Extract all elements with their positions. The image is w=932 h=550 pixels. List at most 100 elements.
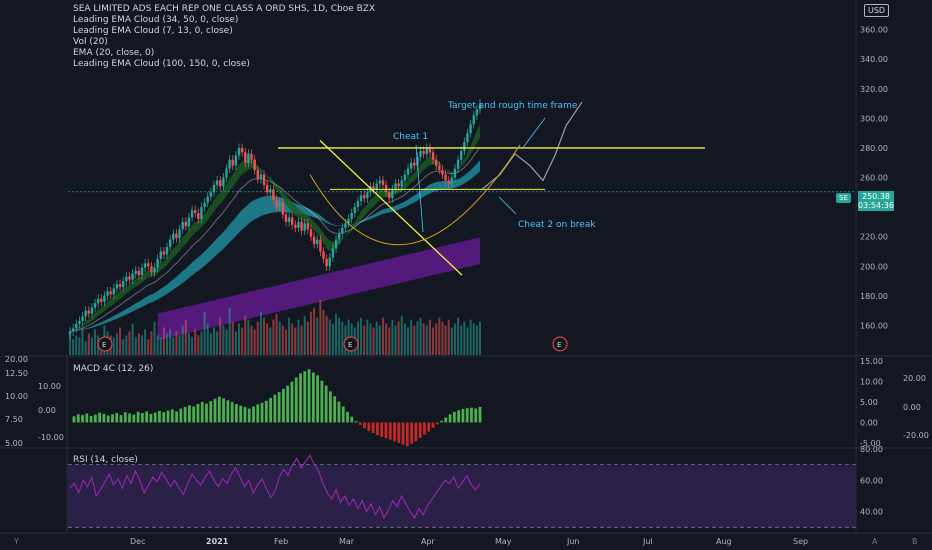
bottom-left-button[interactable]: Y (14, 537, 19, 546)
legend-indicator[interactable]: Leading EMA Cloud (34, 50, 0, close) (73, 15, 239, 25)
macd-histogram-bar (230, 402, 234, 423)
volume-bar (234, 331, 237, 355)
volume-bar (78, 337, 81, 355)
candle-body (400, 180, 403, 187)
volume-bar (216, 331, 219, 355)
candle-body (316, 239, 319, 245)
macd-axis-tick: 15.00 (860, 357, 883, 366)
macd-histogram-bar (405, 422, 409, 447)
candle-body (178, 229, 181, 239)
macd-histogram-bar (170, 409, 174, 423)
candle-body (253, 159, 256, 171)
price-axis-tick: 180.00 (860, 292, 888, 301)
volume-bar (444, 325, 447, 355)
volume-bar (72, 339, 75, 355)
volume-bar (391, 319, 394, 355)
volume-bar (169, 329, 172, 355)
macd-histogram-bar (440, 420, 443, 423)
macd-histogram-bar (303, 371, 307, 423)
volume-bar (194, 329, 197, 355)
auto-scale-button[interactable]: A (872, 537, 878, 546)
volume-bar (375, 321, 378, 355)
macd-histogram-bar (307, 369, 311, 423)
macd-histogram-bar (162, 412, 166, 423)
projected-path (481, 101, 583, 190)
candle-body (187, 217, 191, 227)
macd-histogram-bar (290, 381, 294, 423)
macd-histogram-bar (187, 405, 191, 423)
candle-body (128, 276, 131, 280)
volume-bar (238, 323, 241, 355)
volume-bar (400, 315, 403, 355)
candle-body (240, 147, 244, 153)
candle-body (75, 323, 78, 329)
volume-bar (316, 317, 319, 355)
candle-body (272, 189, 275, 200)
volume-bar (147, 339, 150, 355)
legend-indicator[interactable]: Vol (20) (73, 37, 108, 47)
volume-bar (244, 315, 247, 355)
volume-bar (360, 317, 363, 355)
candle-body (362, 195, 366, 199)
volume-bar (125, 335, 128, 355)
volume-bar (140, 335, 143, 355)
macd-histogram-bar (401, 422, 405, 445)
macd-inner-axis-tick: 10.00 (38, 382, 61, 391)
macd-histogram-bar (324, 385, 328, 423)
volume-bar (341, 321, 344, 355)
currency-badge[interactable]: USD (864, 4, 890, 17)
time-axis-tick: Apr (421, 537, 436, 546)
macd-histogram-bar (235, 404, 238, 423)
macd-histogram-bar (217, 396, 221, 423)
macd-left-axis-tick: 5.00 (5, 439, 23, 448)
candle-body (397, 183, 400, 187)
volume-bar (416, 321, 419, 355)
macd-histogram-bar (478, 406, 482, 423)
price-axis-tick: 360.00 (860, 26, 888, 35)
volume-bar (175, 331, 178, 355)
volume-bar (112, 337, 115, 355)
legend-indicator[interactable]: EMA (20, close, 0) (73, 48, 155, 58)
candle-body (247, 153, 250, 163)
candle-body (71, 328, 75, 332)
macd-pane-label[interactable]: MACD 4C (12, 26) (73, 364, 154, 374)
volume-bar (313, 307, 316, 355)
macd-histogram-bar (205, 403, 208, 423)
candle-body (159, 251, 162, 259)
candle-body (140, 267, 144, 276)
candle-body (341, 227, 344, 234)
time-axis-tick: 2021 (206, 537, 229, 546)
symbol-title[interactable]: SEA LIMITED ADS EACH REP ONE CLASS A ORD… (73, 4, 376, 14)
volume-bar (419, 317, 422, 355)
macd-histogram-bar (179, 408, 183, 423)
candle-body (87, 310, 90, 314)
volume-bar (397, 321, 400, 355)
bottom-right-button[interactable]: B (912, 537, 918, 546)
volume-bar (162, 327, 165, 355)
candle-body (222, 177, 225, 187)
candle-body (466, 133, 469, 142)
volume-bar (266, 323, 269, 355)
macd-histogram-bar (329, 391, 332, 423)
rsi-axis-tick: 60.00 (860, 476, 883, 485)
macd-histogram-bar (286, 385, 290, 423)
volume-bar (128, 331, 131, 355)
volume-bar (435, 323, 438, 355)
candle-body (359, 195, 363, 202)
legend-indicator[interactable]: Leading EMA Cloud (100, 150, 0, close) (73, 59, 250, 69)
last-price-tag: 250.38 03:54:36 (858, 191, 894, 211)
annotation-cheat-2: Cheat 2 on break (518, 220, 596, 230)
rsi-pane-label[interactable]: RSI (14, close) (73, 455, 138, 465)
annotation-target: Target and rough time frame (447, 101, 578, 111)
bar-countdown: 03:54:36 (858, 201, 894, 210)
candle-body (68, 331, 72, 335)
legend-indicator[interactable]: Leading EMA Cloud (7, 13, 0, close) (73, 26, 233, 36)
candle-body (256, 170, 259, 179)
candle-body (328, 257, 331, 267)
volume-bar (278, 321, 281, 355)
macd-axis-tick: 0.00 (860, 418, 878, 427)
volume-bar (90, 337, 93, 355)
price-axis-tick: 340.00 (860, 55, 888, 64)
candle-body (309, 229, 313, 237)
